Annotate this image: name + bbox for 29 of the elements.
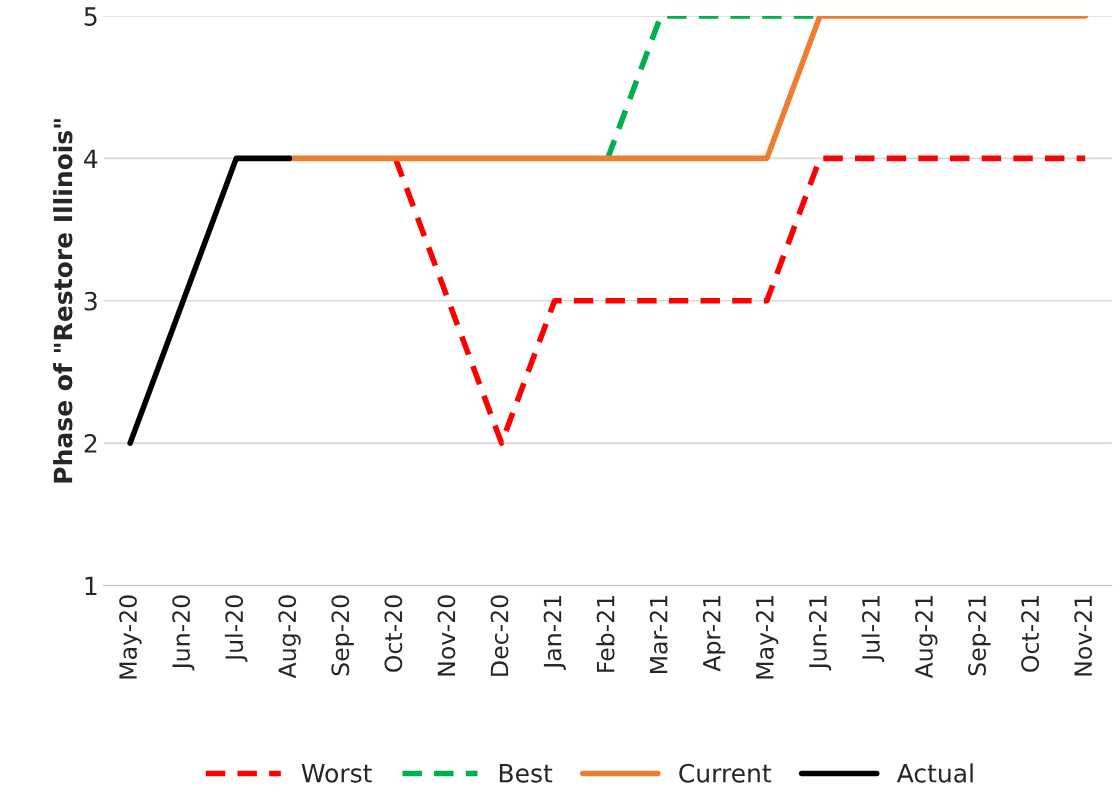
x-tick-label: May-20 (119, 595, 142, 679)
x-tick-label: Oct-20 (384, 595, 403, 672)
y-axis-title: Phase of "Restore Illinois" (53, 119, 73, 483)
x-tick-label: Oct-21 (1021, 595, 1040, 672)
legend-label: Actual (896, 763, 973, 783)
y-tick-label: 3 (84, 291, 97, 311)
x-tick-label: May-21 (755, 595, 779, 679)
x-tick-label: Sep-21 (968, 595, 991, 676)
x-tick-label: Jun-20 (172, 595, 195, 671)
y-tick-label: 4 (84, 149, 98, 168)
x-tick-label: Sep-20 (331, 595, 354, 676)
x-tick-label: Feb-21 (596, 595, 615, 672)
legend-label: Worst (301, 764, 372, 783)
x-tick-label: Nov-21 (1074, 595, 1093, 676)
x-tick-label: Aug-20 (278, 595, 301, 679)
x-tick-label: Aug-21 (915, 595, 938, 679)
y-tick-label: 2 (84, 434, 97, 453)
x-tick-label: Mar-21 (649, 595, 668, 674)
y-tick-label: 1 (85, 576, 97, 595)
y-tick-label: 5 (84, 7, 97, 26)
legend-label: Current (679, 763, 772, 783)
x-tick-label: Apr-21 (702, 595, 726, 672)
x-tick-label: Jul-21 (861, 595, 885, 663)
x-tick-label: Nov-20 (437, 595, 456, 676)
x-tick-label: Jul-20 (224, 595, 248, 663)
legend-label: Best (499, 764, 553, 783)
x-tick-label: Jan-21 (543, 595, 566, 670)
x-tick-label: Jun-21 (808, 595, 832, 671)
x-tick-label: Dec-20 (490, 595, 509, 676)
